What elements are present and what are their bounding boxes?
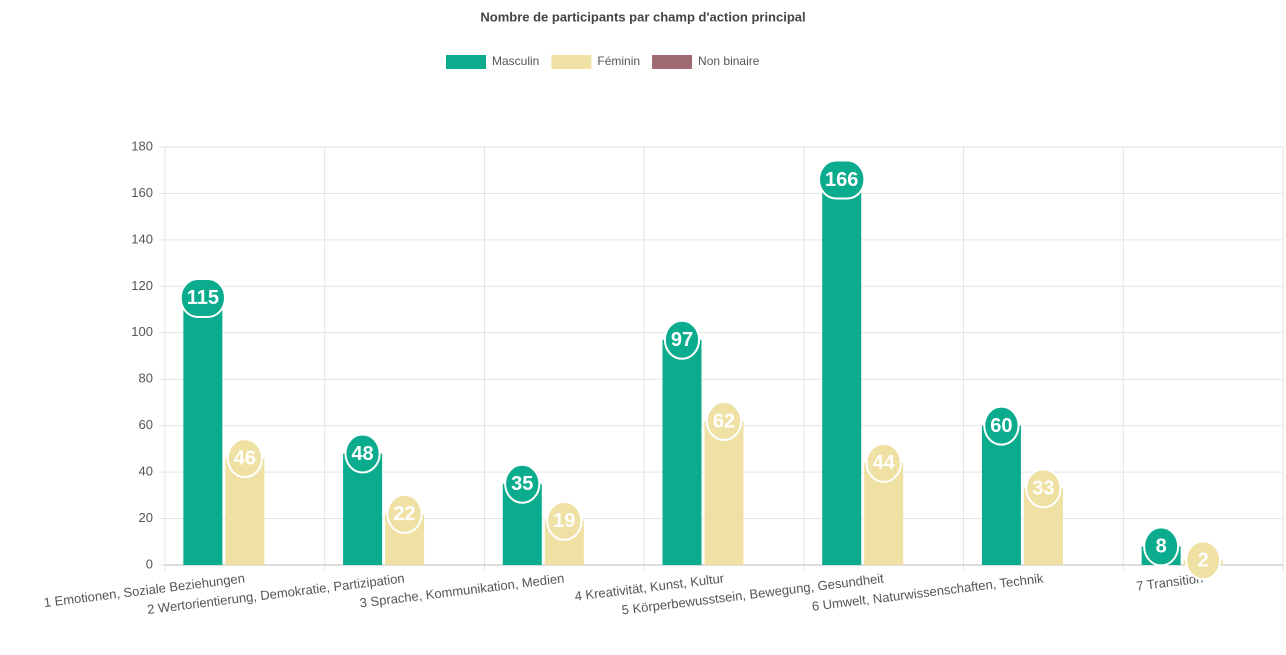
data-label: 46 <box>234 447 256 469</box>
legend-label: Masculin <box>492 54 539 68</box>
y-tick-label: 60 <box>139 417 153 432</box>
data-label-group: 97 <box>663 319 701 360</box>
data-label-group: 8 <box>1143 526 1180 567</box>
data-label-bg <box>344 433 381 474</box>
data-label-bg <box>705 401 743 442</box>
legend-label: Non binaire <box>698 54 760 68</box>
data-label: 33 <box>1032 478 1054 500</box>
data-label-bg <box>1143 526 1180 567</box>
legend-swatch <box>446 55 486 69</box>
data-label: 8 <box>1156 536 1167 558</box>
data-label-bg <box>546 500 583 541</box>
data-label-bg <box>818 159 866 200</box>
y-tick-label: 40 <box>139 464 153 479</box>
y-tick-label: 80 <box>139 371 153 386</box>
data-label-group: 46 <box>226 438 263 479</box>
legend-swatch <box>551 55 592 69</box>
data-label: 19 <box>553 510 575 532</box>
y-tick-label: 100 <box>131 324 153 339</box>
data-label-group: 2 <box>1185 540 1222 581</box>
chart-title: Nombre de participants par champ d'actio… <box>480 9 805 24</box>
y-tick-label: 20 <box>139 510 153 525</box>
data-label: 166 <box>825 169 858 191</box>
legend-label: Féminin <box>597 54 640 68</box>
legend-swatch <box>652 55 693 69</box>
data-label: 97 <box>671 329 693 351</box>
bar <box>662 339 702 565</box>
data-label: 62 <box>713 410 735 432</box>
data-label-group: 115 <box>179 277 226 318</box>
data-label-group: 166 <box>818 159 866 200</box>
data-label: 22 <box>393 503 415 525</box>
data-label-bg <box>1185 540 1222 581</box>
bar <box>981 425 1021 565</box>
data-label: 60 <box>990 415 1012 437</box>
data-label-bg <box>663 319 701 360</box>
y-tick-label: 140 <box>131 231 153 246</box>
bar <box>183 297 223 565</box>
data-label-group: 62 <box>705 401 743 442</box>
data-label-group: 44 <box>865 442 902 483</box>
data-label-group: 19 <box>546 500 583 541</box>
data-label-bg <box>983 405 1020 446</box>
y-tick-label: 160 <box>131 185 153 200</box>
data-label-group: 48 <box>344 433 381 474</box>
data-label: 48 <box>351 443 373 465</box>
data-label-bg <box>865 442 902 483</box>
data-label: 44 <box>873 452 896 474</box>
bar <box>822 179 862 565</box>
data-label-group: 22 <box>386 493 423 534</box>
data-label-group: 33 <box>1025 468 1062 509</box>
bar <box>704 421 744 565</box>
y-tick-label: 120 <box>131 278 153 293</box>
data-label-bg <box>1025 468 1062 509</box>
data-label: 2 <box>1198 550 1209 572</box>
data-label-group: 60 <box>983 405 1020 446</box>
y-tick-label: 0 <box>146 556 153 571</box>
data-label: 35 <box>511 473 533 495</box>
y-tick-label: 180 <box>131 138 153 153</box>
data-label-bg <box>179 277 226 318</box>
data-label-bg <box>504 463 541 504</box>
data-label-group: 35 <box>504 463 541 504</box>
data-label-bg <box>226 438 263 479</box>
data-label: 115 <box>187 287 219 309</box>
data-label-bg <box>386 493 423 534</box>
